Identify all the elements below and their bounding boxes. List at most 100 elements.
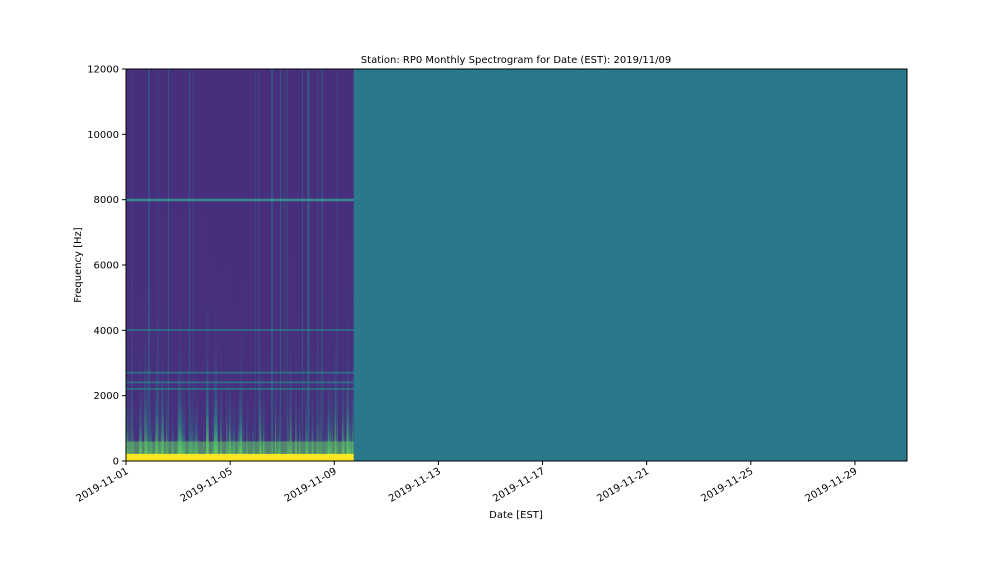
spectral-streak xyxy=(149,333,152,461)
spectral-streak xyxy=(183,340,186,461)
spectral-streak xyxy=(127,305,129,461)
broadband-line xyxy=(272,69,274,461)
spectral-streak xyxy=(340,374,342,461)
spectral-streak xyxy=(159,356,162,461)
y-tick-label: 6000 xyxy=(94,261,119,272)
spectral-streak xyxy=(228,296,231,461)
spectral-streak xyxy=(233,338,236,461)
spectral-streak xyxy=(265,352,267,461)
broadband-line xyxy=(271,69,273,461)
spectral-streak xyxy=(212,357,214,461)
y-tick-label: 4000 xyxy=(94,326,119,337)
spectral-streak xyxy=(182,402,185,461)
spectral-streak xyxy=(143,188,146,461)
spectral-streak xyxy=(129,338,131,461)
spectral-streak xyxy=(226,228,228,461)
spectral-streak xyxy=(207,237,209,461)
spectral-streak xyxy=(277,393,280,461)
spectral-streak xyxy=(187,404,190,461)
spectral-streak xyxy=(334,212,337,461)
spectral-streak xyxy=(342,225,344,461)
spectral-streak xyxy=(126,310,128,461)
spectral-streak xyxy=(161,259,164,461)
broadband-line xyxy=(286,69,288,461)
spectral-streak xyxy=(327,389,330,461)
spectral-streak xyxy=(349,366,350,461)
spectral-streak xyxy=(319,250,322,461)
spectral-streak xyxy=(351,353,354,461)
spectral-streak xyxy=(336,264,339,461)
spectral-streak xyxy=(275,235,277,461)
low-frequency-band xyxy=(126,441,354,454)
x-tick-label: 2019-11-13 xyxy=(387,466,443,505)
broadband-line xyxy=(322,69,324,461)
broadband-line xyxy=(283,69,285,461)
spectral-streak xyxy=(305,374,309,461)
spectral-streak xyxy=(238,277,240,461)
spectral-streak xyxy=(252,378,255,461)
spectral-streak xyxy=(166,165,167,461)
tonal-band xyxy=(126,381,354,384)
y-axis-label: Frequency [Hz] xyxy=(73,227,84,303)
spectral-streak xyxy=(316,269,319,461)
chart-title: Station: RP0 Monthly Spectrogram for Dat… xyxy=(361,55,671,66)
spectral-streak xyxy=(335,360,337,461)
spectral-streak xyxy=(346,289,349,461)
tonal-band xyxy=(126,329,354,331)
spectral-streak xyxy=(237,382,239,461)
spectral-streak xyxy=(139,312,142,461)
spectral-streak xyxy=(295,294,298,461)
spectral-streak xyxy=(172,384,175,461)
broadband-line xyxy=(308,69,310,461)
spectral-streak xyxy=(163,345,165,461)
spectral-streak xyxy=(227,366,230,461)
broadband-line xyxy=(258,69,260,461)
spectral-streak xyxy=(246,344,248,461)
spectral-streak xyxy=(262,327,265,461)
broadband-line xyxy=(301,69,303,461)
y-tick-label: 2000 xyxy=(94,391,119,402)
x-axis-label: Date [EST] xyxy=(489,510,543,521)
broadband-line xyxy=(192,69,194,461)
y-tick-label: 12000 xyxy=(87,65,119,76)
spectral-streak xyxy=(147,374,149,461)
broadband-line xyxy=(307,69,309,461)
broadband-line xyxy=(148,69,150,461)
spectral-streak xyxy=(220,268,222,461)
broadband-line xyxy=(317,69,319,461)
spectral-streak xyxy=(156,240,159,461)
spectral-streak xyxy=(243,360,244,461)
spectral-streak xyxy=(328,311,331,461)
tonal-band xyxy=(126,371,354,374)
y-tick-label: 8000 xyxy=(94,195,119,206)
x-tick-label: 2019-11-29 xyxy=(804,466,860,505)
spectral-streak xyxy=(156,210,158,461)
x-tick-label: 2019-11-25 xyxy=(699,466,755,505)
x-tick-label: 2019-11-05 xyxy=(179,466,235,505)
spectral-streak xyxy=(230,373,234,461)
x-tick-label: 2019-11-21 xyxy=(595,466,651,505)
spectral-streak xyxy=(178,180,181,461)
spectral-streak xyxy=(130,207,133,461)
spectral-streak xyxy=(162,236,164,461)
tonal-band xyxy=(126,388,354,390)
spectral-streak xyxy=(216,373,219,461)
spectral-streak xyxy=(190,343,194,461)
spectral-streak xyxy=(260,344,262,461)
spectral-streak xyxy=(194,341,197,461)
spectral-streak xyxy=(192,393,194,461)
spectral-streak xyxy=(353,401,354,461)
y-tick-label: 10000 xyxy=(87,130,119,141)
spectral-streak xyxy=(271,374,273,461)
spectral-streak xyxy=(290,217,292,461)
x-axis: 2019-11-01 2019-11-05 2019-11-09 2019-11-13… xyxy=(75,461,860,505)
broadband-line xyxy=(131,69,133,461)
spectral-streak xyxy=(138,308,141,461)
y-axis: 0 2000 4000 6000 8000 10000 12000 xyxy=(87,65,126,468)
spectral-streak xyxy=(348,372,351,461)
spectral-streak xyxy=(350,363,352,461)
spectral-streak xyxy=(331,279,334,461)
spectral-streak xyxy=(252,352,253,461)
spectral-streak xyxy=(249,355,250,461)
